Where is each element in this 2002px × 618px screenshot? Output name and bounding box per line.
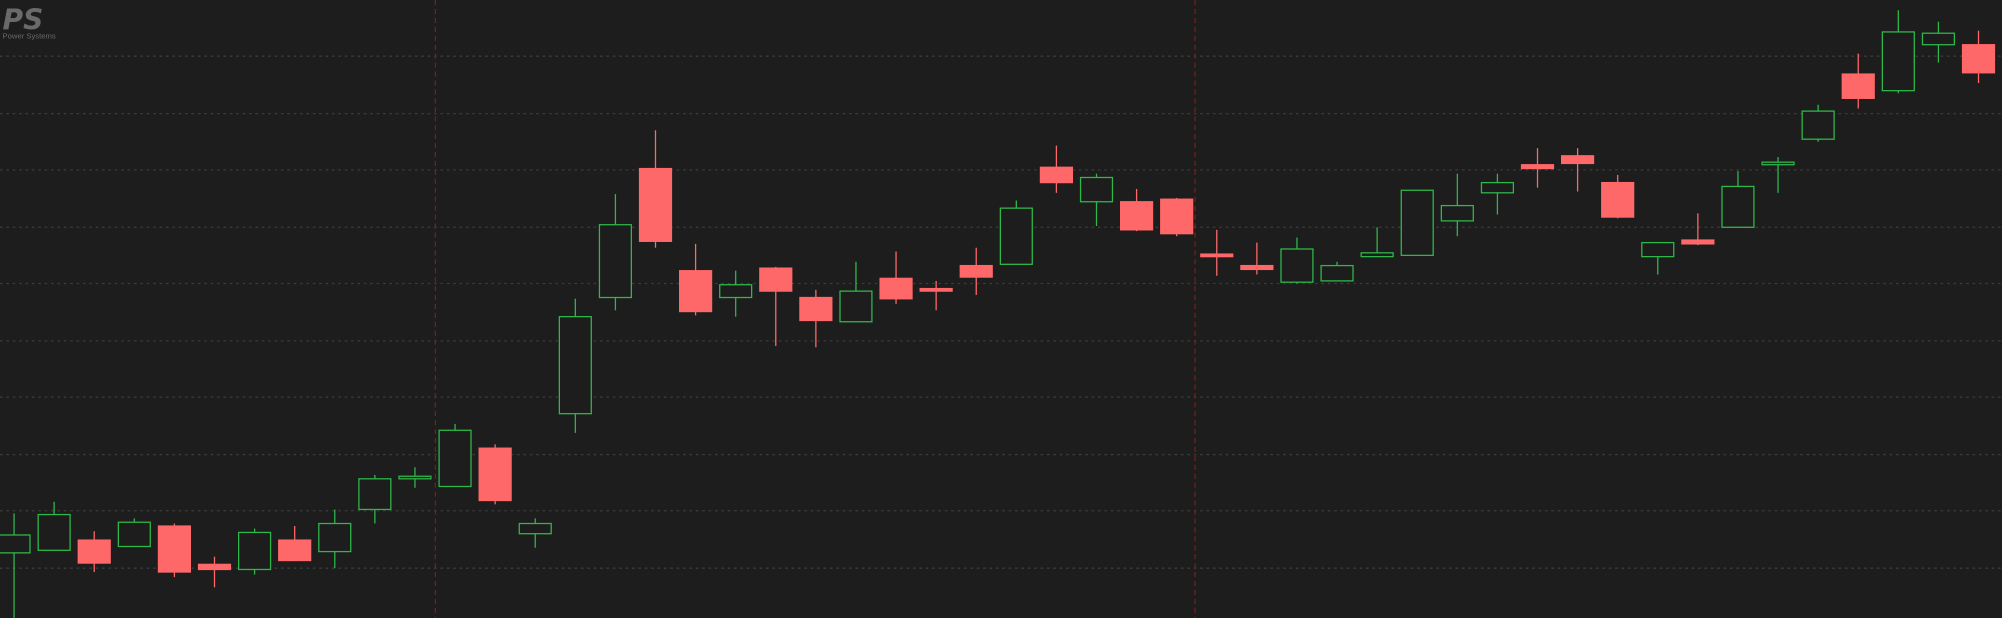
- candle-body: [1601, 181, 1635, 218]
- candles: [0, 10, 1996, 618]
- candle-body: [117, 521, 151, 548]
- candle-body: [799, 296, 833, 322]
- candle-body: [1921, 32, 1956, 46]
- candle-body: [0, 534, 31, 554]
- candle-body: [278, 539, 312, 562]
- candle-body: [1039, 166, 1074, 184]
- candle-body: [919, 287, 953, 292]
- candle-body: [77, 539, 111, 564]
- candle-body: [197, 563, 232, 571]
- candle-body: [358, 478, 392, 511]
- candle-body: [759, 267, 793, 292]
- candle-body: [1801, 110, 1835, 140]
- candle-body: [37, 513, 71, 551]
- candle-body: [1160, 198, 1194, 235]
- candle-body: [1320, 264, 1354, 282]
- candle-body: [438, 429, 472, 488]
- candle-body: [1119, 201, 1154, 231]
- candle-body: [1200, 253, 1234, 258]
- candle-body: [1881, 31, 1915, 92]
- candle-body: [398, 475, 432, 480]
- grid: [0, 55, 2002, 569]
- candle-body: [1520, 164, 1555, 170]
- candle-body: [1641, 241, 1675, 258]
- candle-body: [1240, 264, 1274, 271]
- candle-body: [678, 270, 713, 313]
- candle-body: [839, 290, 873, 323]
- candle-body: [1440, 204, 1474, 222]
- candle-body: [719, 284, 753, 299]
- candle-body: [1079, 176, 1114, 203]
- candle-body: [638, 167, 673, 242]
- candle-body: [1360, 252, 1394, 258]
- candle-body: [1681, 239, 1715, 245]
- candle-body: [1280, 248, 1314, 283]
- candle-body: [237, 531, 272, 571]
- candle-body: [1560, 155, 1595, 165]
- candle-body: [959, 264, 993, 278]
- candle-body: [879, 277, 913, 300]
- candle-body: [318, 522, 352, 553]
- candle-body: [558, 316, 592, 415]
- candle-body: [1961, 44, 1996, 74]
- candle-body: [598, 224, 633, 299]
- candle-body: [1721, 185, 1755, 228]
- candle-body: [1480, 181, 1515, 194]
- candle-body: [1761, 161, 1795, 166]
- candle-body: [1841, 73, 1875, 99]
- candle-body: [999, 207, 1033, 265]
- logo-title: PS: [3, 3, 44, 36]
- candle-body: [518, 522, 552, 535]
- logo-subtitle: Power Systems: [3, 31, 56, 40]
- candle-body: [157, 525, 192, 573]
- candle-body: [478, 447, 512, 502]
- candle-body: [1400, 189, 1434, 257]
